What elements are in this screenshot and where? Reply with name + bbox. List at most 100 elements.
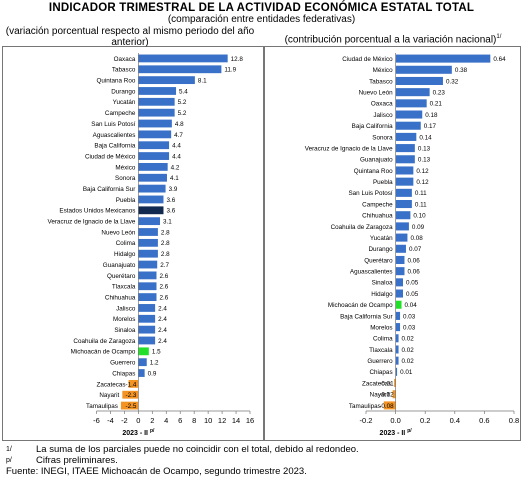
footnote-rounding: 1/La suma de los parciales puede no coin…	[6, 444, 359, 455]
category-label: Baja California Sur	[83, 186, 136, 193]
data-label: 0.9	[148, 370, 157, 377]
bar-mark	[138, 304, 156, 312]
data-label: 4.7	[174, 132, 183, 139]
data-label: 0.10	[413, 213, 426, 220]
category-label: Chiapas	[369, 369, 392, 376]
bar-mark	[138, 173, 167, 182]
category-label: Oaxaca	[371, 101, 393, 108]
x-tick-label: 6	[178, 416, 182, 425]
category-label: Guerrero	[110, 360, 136, 367]
category-label: Campeche	[105, 110, 136, 117]
category-label: Chihuahua	[105, 294, 136, 301]
bar-mark	[395, 144, 415, 153]
x-tick-label: -4	[107, 416, 114, 425]
bar-mark	[395, 300, 402, 309]
data-label: 2.4	[158, 305, 167, 312]
x-tick-label: 0.0	[390, 416, 400, 425]
data-label: 0.03	[403, 324, 416, 331]
bar-mark	[138, 163, 168, 171]
category-label: Oaxaca	[114, 56, 136, 63]
x-axis-title: 2023 - II p/	[122, 428, 155, 437]
bar-mark	[395, 54, 491, 63]
data-label: 4.8	[175, 121, 184, 128]
main-title: INDICADOR TRIMESTRAL DE LA ACTIVIDAD ECO…	[48, 2, 475, 14]
bar-mark	[395, 211, 411, 220]
bar-mark	[392, 390, 396, 399]
data-label: 0.17	[424, 123, 437, 130]
data-label: 0.13	[418, 157, 431, 164]
bar-mark	[395, 188, 412, 197]
data-label: 2.6	[160, 294, 169, 301]
data-label: 2.4	[158, 316, 167, 323]
bar-mark	[138, 108, 175, 117]
data-label: 2.6	[160, 284, 169, 291]
data-label: 2.6	[160, 273, 169, 280]
bar-mark	[395, 233, 408, 242]
bar-mark	[138, 238, 158, 247]
category-label: San Luis Potosí	[348, 190, 392, 197]
data-label: 1.5	[152, 349, 161, 356]
category-label: Jalisco	[373, 112, 393, 119]
category-label: Querétaro	[107, 273, 136, 280]
data-label: -2.5	[126, 403, 137, 410]
category-label: Michoacán de Ocampo	[328, 302, 393, 309]
bar-mark	[395, 334, 399, 343]
x-axis-title: 2023 - II p/	[380, 428, 413, 437]
bar-mark	[395, 200, 412, 209]
data-label: 3.6	[166, 208, 175, 215]
bar-mark	[395, 110, 423, 119]
data-label: 0.02	[402, 347, 415, 354]
data-label: 0.11	[415, 190, 427, 197]
chart-frame	[2, 46, 264, 441]
bar-mark	[138, 97, 175, 106]
bar-mark	[138, 217, 160, 226]
data-label: 2.8	[161, 251, 170, 258]
bar-mark	[122, 390, 139, 399]
x-axis-title-text: 2023 - II	[122, 430, 150, 437]
x-tick-label: 16	[246, 416, 254, 425]
data-label: 0.12	[416, 168, 429, 175]
footnote-mark-p: p/	[6, 457, 12, 464]
category-label: Coahuila de Zaragoza	[331, 224, 393, 231]
data-label: -2.3	[126, 392, 137, 399]
category-label: Nuevo León	[101, 229, 135, 236]
category-label: Baja California Sur	[340, 313, 393, 320]
bar-mark	[395, 76, 443, 85]
data-label: 0.05	[406, 280, 419, 287]
data-label: 2.8	[161, 229, 170, 236]
data-label: 0.13	[418, 145, 431, 152]
data-label: -0.08	[379, 403, 394, 410]
footnote-mark-1: 1/	[6, 446, 12, 453]
right-caption-text: (contribución porcentual a la variación …	[284, 34, 497, 46]
bar-mark	[394, 379, 396, 388]
bar-mark	[138, 293, 157, 301]
data-label: 0.32	[446, 78, 459, 85]
bar-mark	[395, 177, 414, 186]
data-label: 4.4	[172, 153, 181, 160]
category-label: Tlaxcala	[112, 284, 136, 291]
category-label: Guanajuato	[103, 262, 136, 269]
bar-mark	[395, 311, 401, 320]
x-tick-label: 0.2	[420, 416, 430, 425]
bar-mark	[395, 132, 417, 141]
data-label: 12.8	[231, 56, 244, 63]
bar-mark	[138, 195, 164, 204]
data-label: 0.02	[402, 358, 415, 365]
x-axis-title-mark: p/	[150, 428, 155, 434]
x-tick-label: 0.8	[509, 416, 519, 425]
category-label: Chiapas	[112, 370, 135, 377]
data-label: 0.07	[409, 246, 422, 253]
category-label: Aguascalientes	[93, 132, 136, 139]
data-label: 3.1	[163, 219, 172, 226]
x-tick-label: 0.6	[479, 416, 489, 425]
bar-mark	[138, 314, 156, 323]
category-label: Sonora	[115, 175, 136, 182]
bar-mark	[138, 249, 158, 258]
data-label: 2.8	[161, 240, 170, 247]
category-label: Ciudad de México	[85, 153, 136, 160]
data-label: 0.18	[425, 112, 438, 119]
data-label: 0.11	[415, 201, 427, 208]
x-tick-label: 0.4	[450, 416, 460, 425]
data-label: 0.02	[402, 336, 415, 343]
bar-mark	[395, 289, 403, 298]
